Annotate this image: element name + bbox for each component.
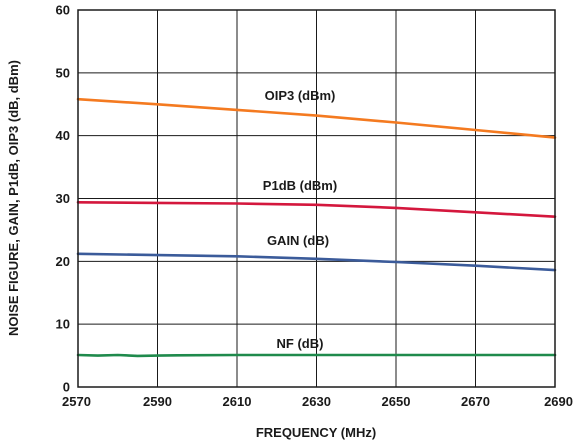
p1db-series-label: P1dB (dBm) — [263, 178, 337, 193]
x-tick-label: 2570 — [62, 394, 91, 409]
oip3-line — [76, 97, 557, 139]
gain-line — [76, 252, 557, 272]
y-tick-labels: 0 10 20 30 40 50 60 — [56, 3, 70, 395]
nf-line — [76, 353, 557, 358]
y-tick-label: 50 — [56, 65, 70, 80]
x-tick-labels: 2570 2590 2610 2630 2650 2670 2690 — [62, 394, 573, 409]
x-tick-label: 2590 — [143, 394, 172, 409]
plot-frame — [77, 9, 556, 388]
x-tick-label: 2630 — [302, 394, 331, 409]
x-tick-label: 2610 — [223, 394, 252, 409]
p1db-line — [76, 201, 557, 218]
series-lines — [76, 97, 557, 358]
y-tick-label: 60 — [56, 3, 70, 18]
y-tick-label: 10 — [56, 317, 70, 332]
y-tick-label: 30 — [56, 191, 70, 206]
y-tick-label: 0 — [63, 380, 70, 395]
x-tick-label: 2650 — [382, 394, 411, 409]
x-tick-label: 2690 — [544, 394, 573, 409]
y-axis-title: NOISE FIGURE, GAIN, P1dB, OIP3 (dB, dBm) — [6, 60, 21, 336]
y-tick-label: 20 — [56, 254, 70, 269]
x-axis-title: FREQUENCY (MHz) — [256, 425, 376, 440]
y-tick-label: 40 — [56, 128, 70, 143]
grid — [77, 9, 556, 388]
oip3-series-label: OIP3 (dBm) — [265, 88, 336, 103]
x-tick-label: 2670 — [461, 394, 490, 409]
series-labels: OIP3 (dBm) P1dB (dBm) GAIN (dB) NF (dB) — [263, 88, 337, 351]
gain-series-label: GAIN (dB) — [267, 233, 329, 248]
nf-series-label: NF (dB) — [277, 336, 324, 351]
